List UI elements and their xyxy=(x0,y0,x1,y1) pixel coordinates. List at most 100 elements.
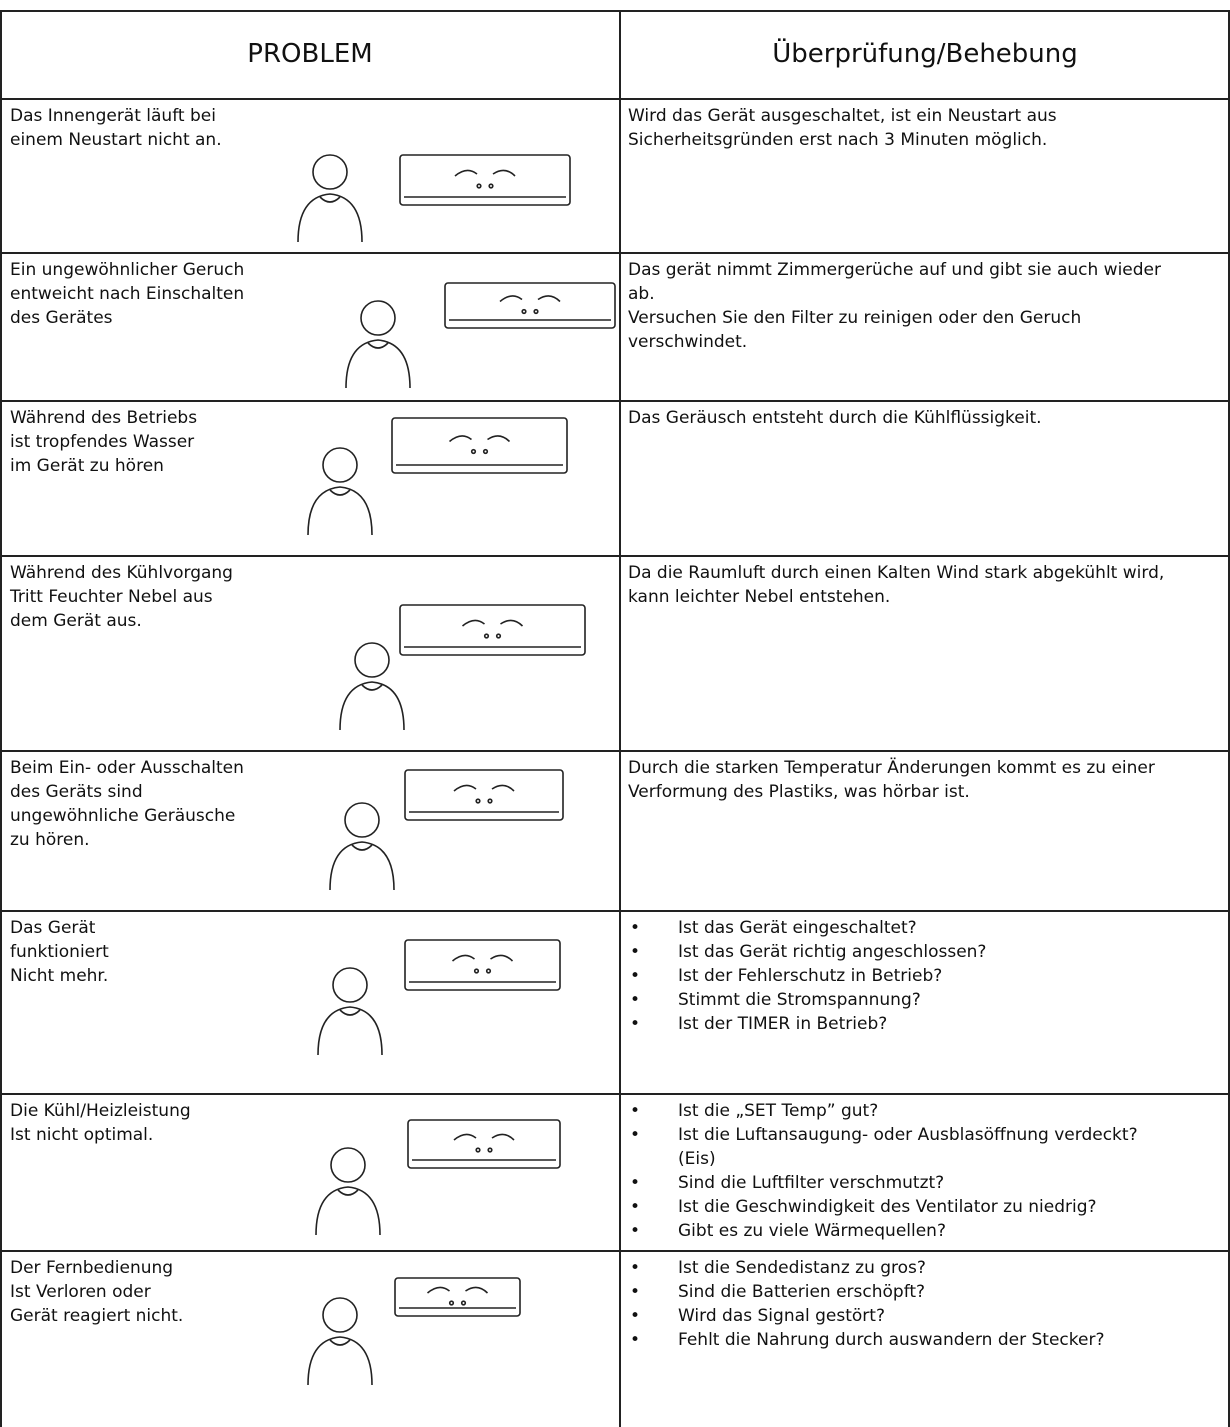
drawing xyxy=(360,300,396,336)
solution-text: Versuchen Sie den Filter zu reinigen ode… xyxy=(628,308,1082,328)
bullet: • xyxy=(630,990,641,1010)
drawing xyxy=(394,1277,521,1317)
check-item: Sind die Luftfilter verschmutzt? xyxy=(678,1173,945,1193)
check-item: Fehlt die Nahrung durch auswandern der S… xyxy=(678,1330,1105,1350)
rule xyxy=(619,10,621,1427)
drawing xyxy=(319,196,341,203)
problem-text: Während des Kühlvorgang xyxy=(10,563,233,583)
drawing xyxy=(487,1147,493,1153)
drawing xyxy=(344,802,380,838)
problem-text: ist tropfendes Wasser xyxy=(10,432,195,452)
solution-text: verschwindet. xyxy=(628,332,748,352)
problem-text: einem Neustart nicht an. xyxy=(10,130,222,150)
solution-text: Das Geräusch entsteht durch die Kühlflüs… xyxy=(628,408,1042,428)
drawing xyxy=(317,1006,383,1056)
drawing xyxy=(426,1286,489,1294)
problem-text: Tritt Feuchter Nebel aus xyxy=(10,587,213,607)
problem-text: Ist Verloren oder xyxy=(10,1282,151,1302)
check-item: Ist die Geschwindigkeit des Ventilator z… xyxy=(678,1197,1097,1217)
problem-text: im Gerät zu hören xyxy=(10,456,164,476)
problem-text: Die Kühl/Heizleistung xyxy=(10,1101,191,1121)
rule xyxy=(0,750,1230,752)
drawing xyxy=(354,642,390,678)
drawing xyxy=(470,448,477,455)
problem-text: Das Innengerät läuft bei xyxy=(10,106,216,126)
bullet: • xyxy=(630,1258,641,1278)
drawing xyxy=(453,1133,515,1141)
drawing xyxy=(404,769,564,821)
rule xyxy=(0,98,1230,100)
bullet: • xyxy=(630,1101,641,1121)
check-item: Stimmt die Stromspannung? xyxy=(678,990,921,1010)
drawing xyxy=(329,489,351,496)
bullet: • xyxy=(630,1221,641,1241)
drawing xyxy=(482,448,489,455)
drawing xyxy=(307,486,373,536)
drawing xyxy=(473,968,480,974)
drawing xyxy=(475,798,481,804)
drawing xyxy=(487,798,493,804)
drawing xyxy=(330,1147,366,1183)
drawing xyxy=(461,619,524,627)
solution-text: Da die Raumluft durch einen Kalten Wind … xyxy=(628,563,1165,583)
check-item: Ist der Fehlerschutz in Betrieb? xyxy=(678,966,943,986)
solution-text: Wird das Gerät ausgeschaltet, ist ein Ne… xyxy=(628,106,1057,126)
problem-text: Während des Betriebs xyxy=(10,408,198,428)
drawing xyxy=(485,968,492,974)
drawing xyxy=(322,447,358,483)
drawing xyxy=(448,435,511,443)
bullet: • xyxy=(630,1330,641,1350)
rule xyxy=(0,910,1230,912)
bullet: • xyxy=(630,1306,641,1326)
problem-text: zu hören. xyxy=(10,830,90,850)
header-problem: PROBLEM xyxy=(247,39,373,69)
problem-text: funktioniert xyxy=(10,942,109,962)
solution-text: Das gerät nimmt Zimmergerüche auf und gi… xyxy=(628,260,1162,280)
solution-text: ab. xyxy=(628,284,655,304)
rule xyxy=(0,400,1230,402)
bullet: • xyxy=(630,1125,641,1145)
drawing xyxy=(337,1189,359,1196)
drawing xyxy=(391,417,568,474)
drawing xyxy=(361,684,383,691)
drawing xyxy=(488,183,494,189)
drawing xyxy=(332,967,368,1003)
bullet: • xyxy=(630,942,641,962)
problem-text: Gerät reagiert nicht. xyxy=(10,1306,184,1326)
rule xyxy=(0,252,1230,254)
header-solution: Überprüfung/Behebung xyxy=(772,39,1078,69)
check-item: Ist das Gerät richtig angeschlossen? xyxy=(678,942,987,962)
check-item: Ist der TIMER in Betrieb? xyxy=(678,1014,888,1034)
solution-text: Durch die starken Temperatur Änderungen … xyxy=(628,758,1155,778)
drawing xyxy=(351,844,373,851)
check-item: (Eis) xyxy=(678,1149,716,1169)
problem-text: Das Gerät xyxy=(10,918,96,938)
check-item: Wird das Signal gestört? xyxy=(678,1306,885,1326)
drawing xyxy=(460,1300,467,1306)
check-item: Sind die Batterien erschöpft? xyxy=(678,1282,926,1302)
check-item: Ist das Gerät eingeschaltet? xyxy=(678,918,917,938)
rule xyxy=(0,555,1230,557)
problem-text: dem Gerät aus. xyxy=(10,611,142,631)
drawing xyxy=(475,1147,481,1153)
drawing xyxy=(448,1300,455,1306)
problem-text: des Gerätes xyxy=(10,308,113,328)
problem-text: entweicht nach Einschalten xyxy=(10,284,245,304)
drawing xyxy=(453,784,515,792)
rule xyxy=(1228,10,1230,1427)
bullet: • xyxy=(630,1014,641,1034)
rule xyxy=(0,10,1230,12)
drawing xyxy=(307,1336,373,1386)
drawing xyxy=(476,183,482,189)
solution-text: Verformung des Plastiks, was hörbar ist. xyxy=(628,782,970,802)
drawing xyxy=(407,1119,561,1169)
drawing xyxy=(451,954,514,962)
drawing xyxy=(339,1009,361,1016)
problem-text: Ein ungewöhnlicher Geruch xyxy=(10,260,245,280)
drawing xyxy=(483,633,490,639)
bullet: • xyxy=(630,966,641,986)
drawing xyxy=(297,193,363,243)
bullet: • xyxy=(630,1173,641,1193)
